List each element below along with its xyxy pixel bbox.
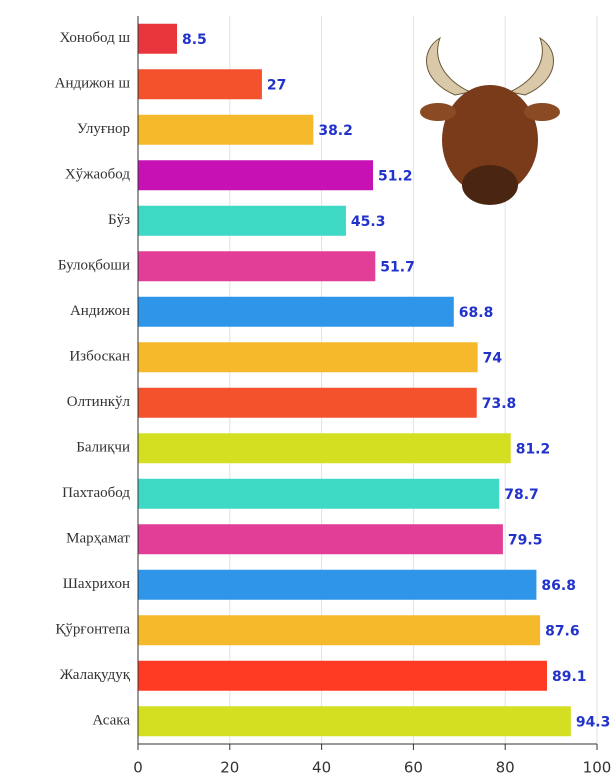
value-label: 73.8 [482,396,517,412]
value-label: 68.8 [459,305,494,321]
plot: 0 20 40 60 80 100 8.5 27 38.2 51.2 45.3 51.7 68.8 74 7… [55,16,612,776]
bar [138,387,477,418]
bar [138,433,511,464]
value-label: 8.5 [182,32,207,48]
muzzle [462,165,518,205]
y-tick-label: Избоскан [69,349,130,365]
y-tick-label: Қўрғонтепа [55,622,130,638]
y-tick-label: Хўжаобод [65,167,131,183]
value-label: 38.2 [318,123,353,139]
value-label: 74 [483,350,503,366]
bar [138,160,374,191]
bar [138,478,500,509]
y-tick-label: Андижон [70,303,130,319]
y-tick-label: Шахрихон [63,576,130,592]
y-tick-label: Бўз [108,212,130,228]
x-tick-label: 20 [220,759,239,776]
x-tick-label: 100 [583,759,612,776]
value-label: 86.8 [541,578,576,594]
bar [138,342,478,373]
value-label: 78.7 [504,487,539,503]
bar [138,569,537,600]
y-tick-label: Марҳамат [66,531,130,547]
value-label: 79.5 [508,532,543,548]
x-tick-label: 60 [404,759,423,776]
head [442,85,538,195]
ear [420,103,456,121]
bar [138,706,571,737]
value-label: 51.2 [378,168,413,184]
y-tick-label: Пахтаобод [62,485,130,501]
value-label: 94.3 [576,714,611,730]
y-tick-label: Асака [92,713,130,729]
horn [426,36,472,96]
bar [138,251,376,282]
value-label: 27 [267,77,286,93]
bull-illustration [420,36,560,205]
value-label: 51.7 [380,259,415,275]
bar [138,205,346,236]
y-tick-label: Олтинкўл [67,394,131,410]
bars: 8.5 27 38.2 51.2 45.3 51.7 68.8 74 73.8 81.2 78.7 7… [138,23,611,737]
x-tick-label: 80 [496,759,515,776]
bar [138,660,547,691]
value-label: 45.3 [351,214,386,230]
y-tick-label: Андижон ш [55,76,131,92]
y-tick-label: Балиқчи [76,440,130,456]
ear [524,103,560,121]
bar [138,23,178,54]
bar [138,114,314,145]
bar [138,296,454,327]
y-tick-label: Улуғнор [77,121,130,137]
value-label: 81.2 [516,441,551,457]
bar [138,524,503,555]
y-tick-label: Жалақудуқ [60,667,131,683]
bar [138,69,262,100]
horn [508,36,554,96]
value-label: 89.1 [552,669,587,685]
x-tick-label: 40 [312,759,331,776]
y-tick-label: Хонобод ш [59,30,130,46]
bar [138,615,541,646]
y-tick-label: Булоқбоши [58,258,130,274]
x-tick-label: 0 [133,759,143,776]
value-label: 87.6 [545,623,580,639]
